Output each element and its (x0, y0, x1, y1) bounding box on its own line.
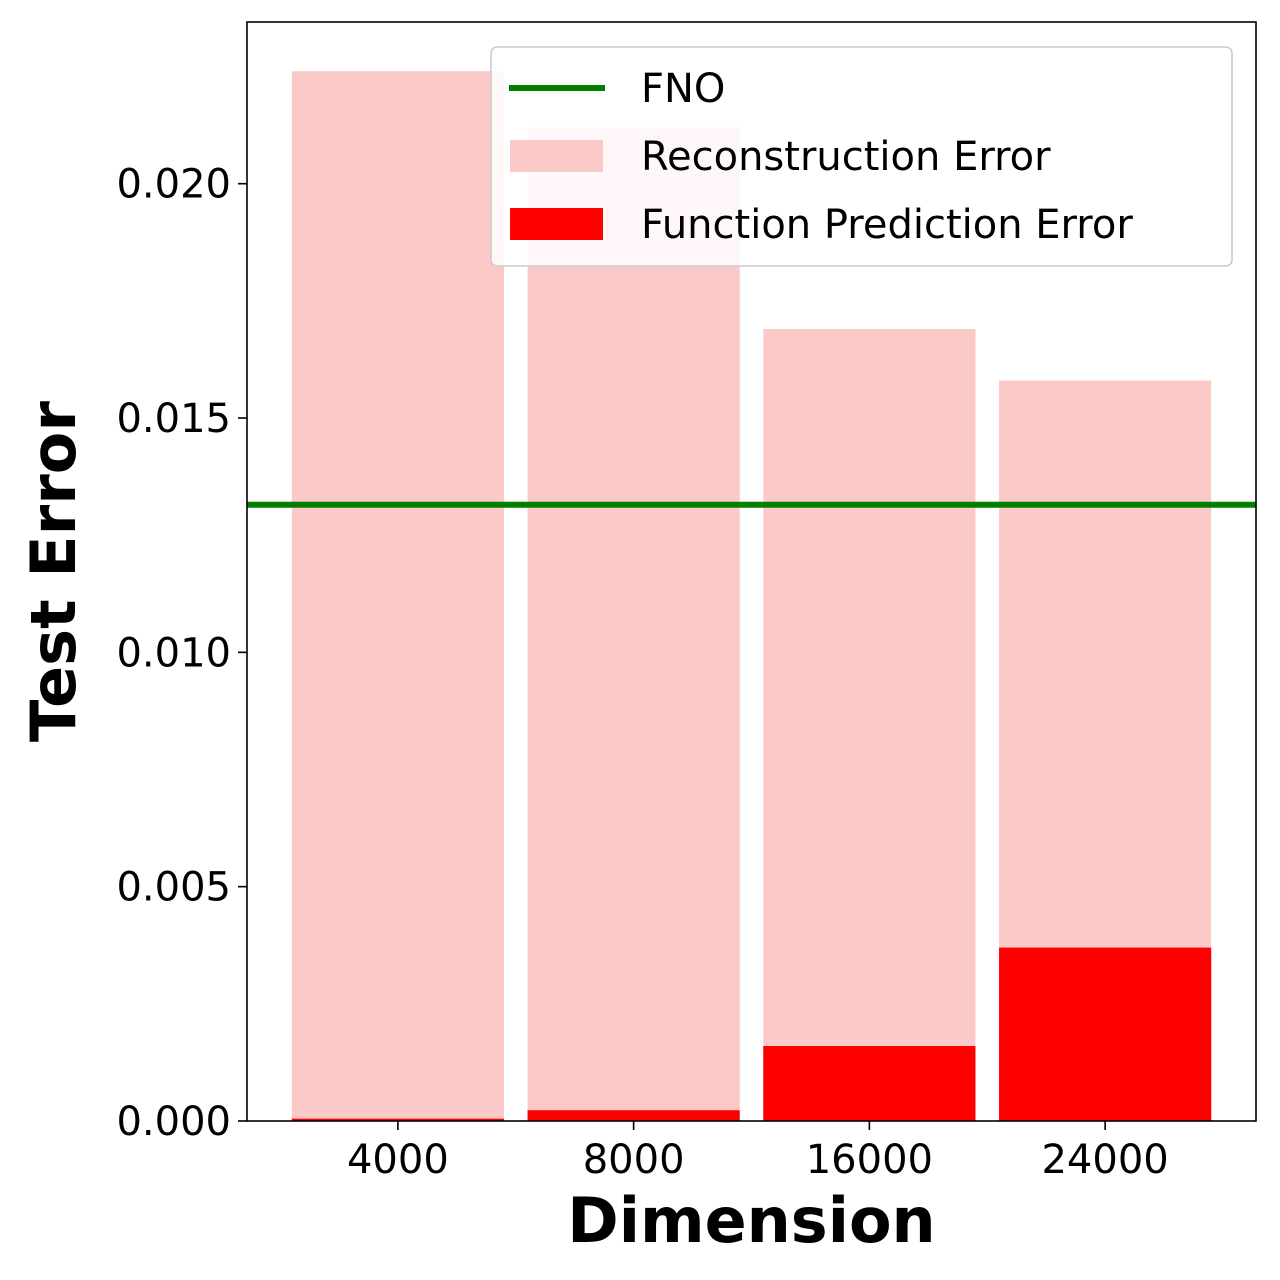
function-prediction-error-bar-4000 (291, 1118, 504, 1121)
y-tick-label: 0.020 (116, 162, 231, 208)
y-axis-title: Test Error (17, 401, 90, 742)
y-tick-label: 0.015 (116, 396, 231, 442)
legend: FNO Reconstruction Error Function Predicti… (490, 46, 1233, 267)
function-prediction-error-bar-8000 (527, 1110, 740, 1121)
reconstruction-error-bar-16000 (763, 328, 976, 1121)
function-prediction-error-bar-24000 (999, 947, 1212, 1121)
y-axis-ticks: 0.000 0.005 0.010 0.015 0.020 (116, 162, 247, 1145)
y-tick-label: 0.005 (116, 865, 231, 911)
legend-box (490, 46, 1233, 267)
legend-label: Function Prediction Error (641, 202, 1133, 248)
legend-swatch-function-prediction-error (510, 208, 603, 240)
legend-swatch-reconstruction-error (510, 140, 603, 172)
y-tick-label: 0.000 (116, 1099, 231, 1145)
y-tick-label: 0.010 (116, 630, 231, 676)
x-tick-label: 8000 (583, 1137, 685, 1183)
function-prediction-error-bar-16000 (763, 1046, 976, 1121)
reconstruction-error-bar-4000 (291, 71, 504, 1121)
legend-label: FNO (641, 66, 725, 112)
x-axis-title: Dimension (567, 1184, 935, 1257)
x-axis-ticks: 4000 8000 16000 24000 (347, 1121, 1169, 1183)
legend-label: Reconstruction Error (641, 134, 1051, 180)
x-tick-label: 4000 (347, 1137, 449, 1183)
reconstruction-error-bar-8000 (527, 127, 740, 1122)
function-prediction-error-bars (291, 947, 1212, 1121)
x-tick-label: 24000 (1041, 1137, 1168, 1183)
x-tick-label: 16000 (806, 1137, 933, 1183)
plot-frame (246, 21, 1257, 1122)
